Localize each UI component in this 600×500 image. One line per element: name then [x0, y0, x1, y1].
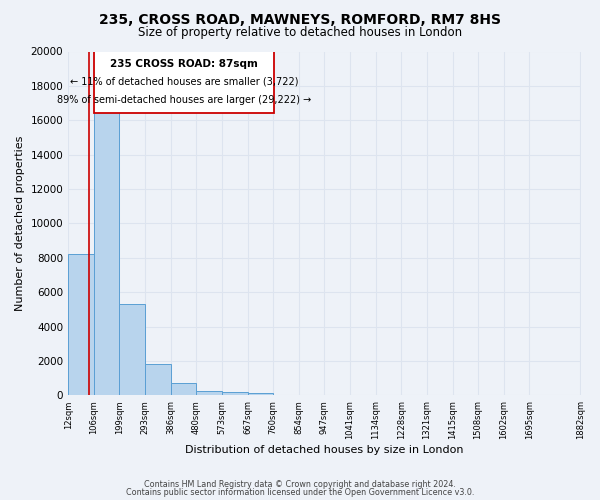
Bar	[196, 390, 222, 396]
Bar	[145, 364, 170, 396]
Bar	[299, 395, 325, 396]
Text: ← 11% of detached houses are smaller (3,722): ← 11% of detached houses are smaller (3,…	[70, 76, 298, 86]
FancyBboxPatch shape	[94, 52, 274, 114]
Bar	[248, 394, 273, 396]
Bar	[68, 254, 94, 396]
Bar	[222, 392, 248, 396]
Text: Contains HM Land Registry data © Crown copyright and database right 2024.: Contains HM Land Registry data © Crown c…	[144, 480, 456, 489]
X-axis label: Distribution of detached houses by size in London: Distribution of detached houses by size …	[185, 445, 464, 455]
Bar	[119, 304, 145, 396]
Text: 235 CROSS ROAD: 87sqm: 235 CROSS ROAD: 87sqm	[110, 59, 258, 69]
Bar	[170, 382, 196, 396]
Text: 235, CROSS ROAD, MAWNEYS, ROMFORD, RM7 8HS: 235, CROSS ROAD, MAWNEYS, ROMFORD, RM7 8…	[99, 12, 501, 26]
Text: 89% of semi-detached houses are larger (29,222) →: 89% of semi-detached houses are larger (…	[57, 95, 311, 105]
Text: Contains public sector information licensed under the Open Government Licence v3: Contains public sector information licen…	[126, 488, 474, 497]
Bar	[94, 110, 119, 396]
Text: Size of property relative to detached houses in London: Size of property relative to detached ho…	[138, 26, 462, 39]
Bar	[273, 394, 299, 396]
Y-axis label: Number of detached properties: Number of detached properties	[15, 136, 25, 311]
